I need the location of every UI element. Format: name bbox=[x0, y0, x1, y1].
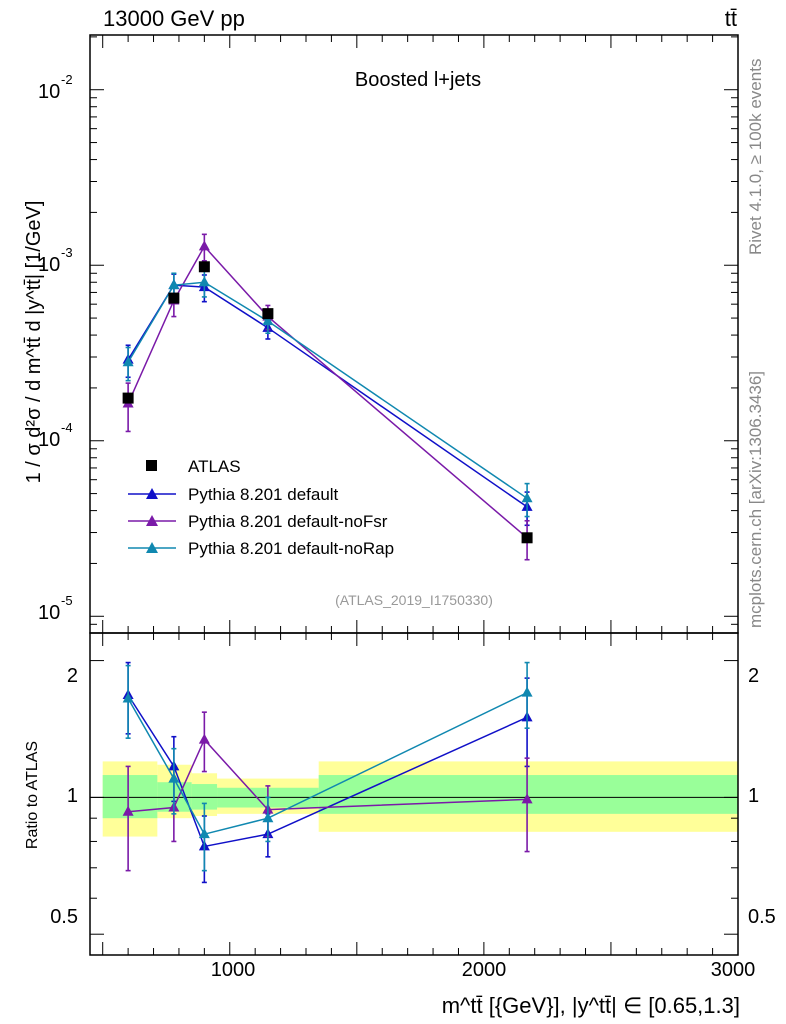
legend-label-nofsr: Pythia 8.201 default-noFsr bbox=[188, 512, 388, 531]
svg-text:-5: -5 bbox=[61, 593, 73, 608]
side-label-top: Rivet 4.1.0, ≥ 100k events bbox=[746, 59, 765, 255]
band-1sigma-4 bbox=[318, 775, 738, 814]
svg-text:10: 10 bbox=[38, 602, 60, 624]
ratio-tick-label-2-right: 2 bbox=[748, 665, 759, 687]
ratio-marker-nofsr-4 bbox=[521, 793, 533, 804]
atlas-point-2 bbox=[198, 261, 210, 273]
svg-text:10: 10 bbox=[38, 81, 60, 103]
marker-nofsr-2 bbox=[198, 240, 210, 251]
analysis-id: (ATLAS_2019_I1750330) bbox=[335, 592, 493, 608]
y-tick-label-1e-3: 10 -3 bbox=[38, 245, 73, 276]
y-tick-label-1e-5: 10 -5 bbox=[38, 593, 73, 624]
legend-marker-nofsr bbox=[146, 515, 158, 526]
ratio-marker-nofsr-0 bbox=[122, 805, 134, 816]
x-tick-label-3000: 3000 bbox=[711, 959, 756, 981]
x-tick-label-2000: 2000 bbox=[462, 959, 507, 981]
svg-text:10: 10 bbox=[38, 429, 60, 451]
ratio-tick-label-0.5-left: 0.5 bbox=[50, 906, 78, 928]
plot-title: Boosted l+jets bbox=[355, 69, 481, 91]
y-tick-label-1e-2: 10 -2 bbox=[38, 72, 73, 103]
ratio-tick-label-1-right: 1 bbox=[748, 785, 759, 807]
legend: ATLAS Pythia 8.201 default Pythia 8.201 … bbox=[128, 457, 394, 558]
y-axis-label-ratio: Ratio to ATLAS bbox=[24, 741, 41, 849]
ratio-panel-frame bbox=[89, 632, 739, 956]
marker-norap-0 bbox=[122, 356, 134, 367]
ratio-panel-series bbox=[122, 661, 533, 884]
legend-marker-norap bbox=[146, 542, 158, 553]
svg-text:10: 10 bbox=[38, 254, 60, 276]
ratio-tick-label-0.5-right: 0.5 bbox=[748, 906, 776, 928]
ratio-marker-norap-3 bbox=[262, 812, 274, 823]
side-label-bottom: mcplots.cern.ch [arXiv:1306.3436] bbox=[746, 371, 765, 628]
marker-norap-4 bbox=[521, 492, 533, 503]
svg-text:-2: -2 bbox=[61, 72, 73, 87]
legend-entry-nofsr: Pythia 8.201 default-noFsr bbox=[128, 512, 388, 531]
ratio-bands bbox=[102, 761, 738, 837]
legend-marker-atlas bbox=[146, 460, 157, 471]
legend-marker-default bbox=[146, 488, 158, 499]
svg-text:-3: -3 bbox=[61, 245, 73, 260]
atlas-point-4 bbox=[521, 532, 533, 544]
atlas-point-0 bbox=[122, 392, 134, 404]
legend-entry-atlas: ATLAS bbox=[146, 457, 241, 476]
y-tick-label-1e-4: 10 -4 bbox=[38, 420, 73, 451]
marker-norap-2 bbox=[198, 276, 210, 287]
main-panel-series bbox=[122, 233, 533, 561]
ratio-tick-label-2-left: 2 bbox=[67, 665, 78, 687]
ratio-tick-label-1-left: 1 bbox=[67, 785, 78, 807]
legend-entry-norap: Pythia 8.201 default-noRap bbox=[128, 539, 394, 558]
atlas-point-1 bbox=[168, 292, 180, 304]
legend-label-atlas: ATLAS bbox=[188, 457, 241, 476]
ratio-marker-nofsr-2 bbox=[198, 733, 210, 744]
marker-norap-1 bbox=[168, 279, 180, 290]
y-axis-label-main: 1 / σ d²σ / d m^tt̄ d |y^tt̄| [1/GeV] bbox=[23, 201, 45, 484]
header-right: tt̄ bbox=[725, 6, 737, 31]
x-axis-label: m^tt̄ [{GeV}], |y^tt̄| ∈ [0.65,1.3] bbox=[442, 993, 740, 1018]
atlas-point-3 bbox=[262, 308, 274, 320]
axis-ticks bbox=[90, 35, 739, 955]
header-left: 13000 GeV pp bbox=[103, 6, 245, 31]
marker-norap-3 bbox=[262, 315, 274, 326]
legend-entry-default: Pythia 8.201 default bbox=[128, 485, 339, 504]
ratio-marker-norap-1 bbox=[168, 772, 180, 783]
svg-text:-4: -4 bbox=[61, 420, 73, 435]
legend-label-norap: Pythia 8.201 default-noRap bbox=[188, 539, 394, 558]
ratio-marker-norap-0 bbox=[122, 692, 134, 703]
ratio-marker-norap-2 bbox=[198, 828, 210, 839]
x-tick-label-1000: 1000 bbox=[211, 959, 256, 981]
ratio-marker-norap-4 bbox=[521, 686, 533, 697]
legend-label-default: Pythia 8.201 default bbox=[188, 485, 339, 504]
